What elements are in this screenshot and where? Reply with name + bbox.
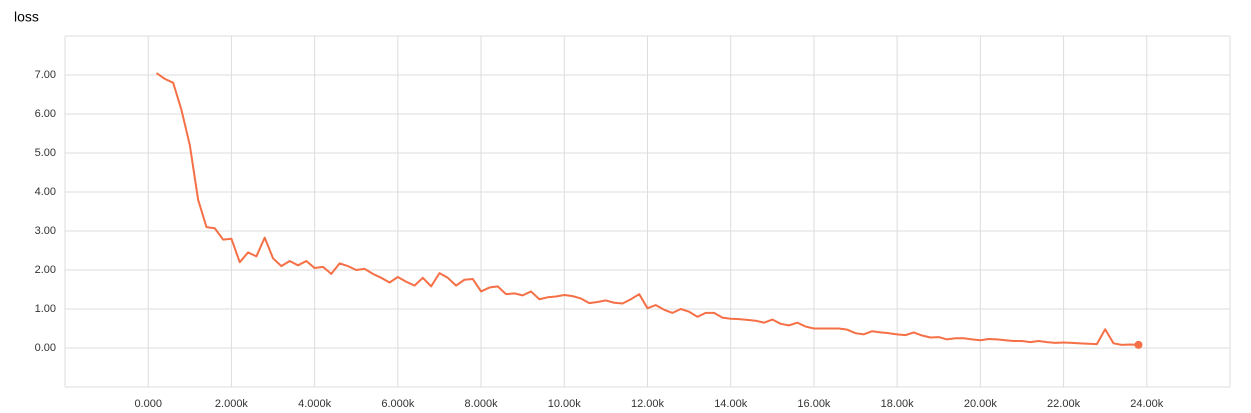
y-tick-label: 2.00 bbox=[35, 264, 56, 276]
x-tick-label: 4.000k bbox=[298, 398, 332, 410]
y-tick-label: 0.00 bbox=[35, 342, 56, 354]
y-tick-label: 7.00 bbox=[35, 69, 56, 81]
x-tick-label: 14.00k bbox=[714, 398, 748, 410]
x-tick-label: 10.00k bbox=[548, 398, 582, 410]
y-tick-label: 4.00 bbox=[35, 186, 56, 198]
y-tick-label: 3.00 bbox=[35, 225, 56, 237]
x-tick-label: 20.00k bbox=[964, 398, 998, 410]
last-point bbox=[1134, 340, 1143, 349]
x-tick-label: 18.00k bbox=[881, 398, 915, 410]
x-tick-label: 24.00k bbox=[1130, 398, 1164, 410]
x-tick-label: 6.000k bbox=[381, 398, 415, 410]
chart-title: loss bbox=[14, 9, 39, 25]
y-tick-label: 1.00 bbox=[35, 303, 56, 315]
x-tick-label: 12.00k bbox=[631, 398, 665, 410]
y-tick-label: 6.00 bbox=[35, 108, 56, 120]
x-tick-label: 16.00k bbox=[797, 398, 831, 410]
x-tick-label: 8.000k bbox=[465, 398, 499, 410]
series-line bbox=[155, 72, 1139, 346]
x-tick-label: 0.000 bbox=[134, 398, 162, 410]
y-tick-label: 5.00 bbox=[35, 147, 56, 159]
x-tick-label: 22.00k bbox=[1047, 398, 1081, 410]
x-tick-label: 2.000k bbox=[215, 398, 249, 410]
